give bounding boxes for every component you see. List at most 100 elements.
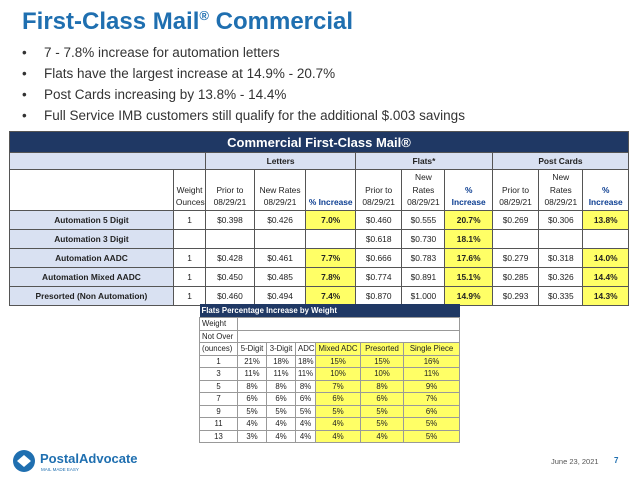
- flats-pct-cell: 6%: [360, 392, 404, 406]
- header-new-line1: New: [415, 172, 432, 183]
- cell-postcards-new: $0.335: [538, 286, 584, 306]
- cell-flats-new: $0.783: [401, 248, 446, 268]
- header-weight-line2: Ounces: [175, 196, 205, 207]
- flats-weight-cell: 11: [199, 417, 238, 431]
- flats-row: 5 8% 8% 8% 7% 8% 9%: [199, 379, 461, 393]
- header-flats-new: New Rates 08/29/21: [401, 169, 446, 211]
- flats-table-title-row: Flats Percentage Increase by Weight: [199, 304, 460, 318]
- cell-letters-new: $0.426: [253, 210, 307, 230]
- cell-weight: [172, 229, 207, 249]
- flats-pct-cell: 10%: [315, 367, 361, 381]
- header-prior-line2: 08/29/21: [362, 196, 395, 207]
- cell-flats-prior: $0.666: [354, 248, 403, 268]
- flats-pct-cell: 4%: [295, 417, 316, 431]
- flats-pct-cell: 5%: [295, 404, 316, 418]
- bullet-text: Full Service IMB customers still qualify…: [44, 108, 465, 123]
- flats-col-single-piece: Single Piece: [402, 342, 461, 356]
- cell-postcards-pct: 13.8%: [582, 210, 629, 230]
- cell-weight: 1: [172, 267, 207, 287]
- flats-header-spacer: [236, 329, 461, 343]
- header-pct-line2: Increase: [588, 196, 623, 207]
- flats-pct-cell: 18%: [295, 354, 316, 368]
- header-new-line1: New: [552, 172, 570, 183]
- flats-weight-cell: 9: [199, 404, 238, 418]
- cell-weight: 1: [172, 286, 207, 306]
- flats-col-5digit: 5-Digit: [237, 342, 267, 356]
- cell-postcards-prior: [491, 229, 540, 249]
- header-postcards-pct: % Increase: [582, 169, 629, 211]
- logo-name: PostalAdvocate: [40, 451, 138, 466]
- table-banner: Commercial First-Class Mail®: [9, 131, 629, 153]
- flats-column-header-row: (ounces) 5-Digit 3-Digit ADC Mixed ADC P…: [199, 342, 461, 356]
- header-prior-line2: 08/29/21: [499, 196, 532, 207]
- flats-pct-cell: 5%: [402, 429, 461, 443]
- header-prior-line1: Prior to: [502, 184, 530, 195]
- header-prior-line1: Prior to: [365, 184, 393, 195]
- header-postcards-new: New Rates 08/29/21: [538, 169, 584, 211]
- logo-tagline: MAIL MADE EASY: [41, 467, 79, 472]
- flats-pct-cell: 7%: [315, 379, 361, 393]
- cell-flats-prior: $0.460: [354, 210, 403, 230]
- group-letters: Letters: [205, 152, 356, 170]
- header-letters-new: New Rates 08/29/21: [253, 169, 307, 211]
- group-spacer: [8, 152, 207, 170]
- bullet-text: Flats have the largest increase at 14.9%…: [44, 66, 336, 81]
- flats-pct-cell: 6%: [402, 404, 461, 418]
- cell-flats-prior: $0.774: [354, 267, 403, 287]
- cell-flats-pct: 14.9%: [444, 286, 493, 306]
- flats-pct-cell: 4%: [266, 429, 296, 443]
- flats-weight-table: Flats Percentage Increase by Weight Weig…: [199, 304, 461, 443]
- bullet-dot: •: [22, 108, 27, 123]
- flats-pct-cell: 3%: [237, 429, 267, 443]
- bullet-dot: •: [22, 87, 27, 102]
- flats-pct-cell: 4%: [315, 417, 361, 431]
- flats-pct-cell: 4%: [315, 429, 361, 443]
- flats-pct-cell: 4%: [237, 417, 267, 431]
- group-flats: Flats*: [355, 152, 493, 170]
- cell-letters-prior: $0.398: [205, 210, 255, 230]
- cell-flats-new: $0.555: [401, 210, 446, 230]
- flats-pct-cell: 21%: [237, 354, 267, 368]
- flats-weight-cell: 1: [199, 354, 238, 368]
- flats-weight-cell: 3: [199, 367, 238, 381]
- row-label: Automation 5 Digit: [9, 210, 174, 230]
- cell-flats-pct: 18.1%: [444, 229, 493, 249]
- row-label: Automation 3 Digit: [9, 229, 174, 249]
- header-pct-line2: Increase: [451, 196, 486, 207]
- header-pct-line1: %: [464, 184, 473, 195]
- flats-pct-cell: 7%: [402, 392, 461, 406]
- cell-letters-new: $0.461: [253, 248, 307, 268]
- flats-pct-cell: 5%: [315, 404, 361, 418]
- flats-pct-cell: 8%: [360, 379, 404, 393]
- cell-letters-pct: 7.7%: [305, 248, 356, 268]
- header-letters-prior: Prior to 08/29/21: [205, 169, 255, 211]
- postal-advocate-logo: PostalAdvocate MAIL MADE EASY: [13, 450, 138, 472]
- flats-row: 1 21% 18% 18% 15% 15% 16%: [199, 354, 461, 368]
- flats-header-weight-1: Weight: [199, 317, 238, 331]
- flats-pct-cell: 8%: [266, 379, 296, 393]
- cell-letters-pct: 7.0%: [305, 210, 356, 230]
- flats-col-mixed-adc: Mixed ADC: [315, 342, 361, 356]
- cell-postcards-pct: 14.3%: [582, 286, 629, 306]
- flats-pct-cell: 5%: [360, 404, 404, 418]
- flats-row: 3 11% 11% 11% 10% 10% 11%: [199, 367, 461, 381]
- bullet-text: Post Cards increasing by 13.8% - 14.4%: [44, 87, 287, 102]
- flats-pct-cell: 4%: [266, 417, 296, 431]
- flats-pct-cell: 15%: [360, 354, 404, 368]
- flats-pct-cell: 4%: [360, 429, 404, 443]
- flats-header-weight-3: (ounces): [199, 342, 238, 356]
- flats-pct-cell: 11%: [295, 367, 316, 381]
- header-weight: Weight Ounces: [172, 169, 207, 211]
- cell-postcards-pct: 14.4%: [582, 267, 629, 287]
- header-flats-prior: Prior to 08/29/21: [354, 169, 403, 211]
- slide-title: First-Class Mail® Commercial: [22, 8, 353, 36]
- cell-letters-new: $0.494: [253, 286, 307, 306]
- flats-pct-cell: 5%: [237, 404, 267, 418]
- flats-col-adc: ADC: [295, 342, 316, 356]
- cell-flats-new: $0.891: [401, 267, 446, 287]
- header-new-line2: Rates: [412, 184, 435, 195]
- header-postcards-prior: Prior to 08/29/21: [491, 169, 540, 211]
- row-label: Automation Mixed AADC: [9, 267, 174, 287]
- flats-row: 13 3% 4% 4% 4% 4% 5%: [199, 429, 461, 443]
- flats-header-row: Not Over: [199, 329, 461, 343]
